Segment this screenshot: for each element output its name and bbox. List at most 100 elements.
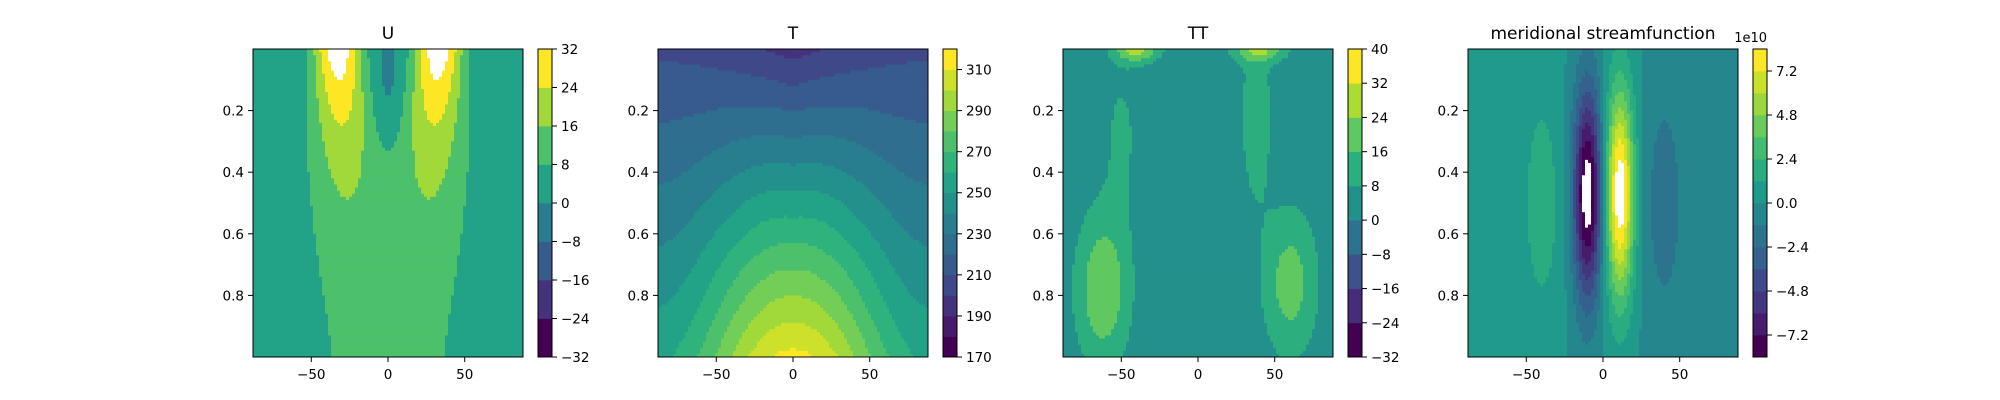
contour-cell	[265, 82, 269, 87]
contour-cell	[466, 138, 470, 142]
contour-cell	[424, 113, 428, 118]
contour-cell	[484, 190, 488, 195]
contour-cell	[505, 85, 509, 90]
contour-cell	[370, 132, 374, 136]
contour-cell	[379, 49, 383, 53]
contour-cell	[409, 159, 413, 164]
contour-cell	[289, 147, 293, 152]
contour-cell	[454, 79, 458, 84]
contour-cell	[325, 52, 329, 56]
contour-cell	[259, 166, 263, 170]
contour-cell	[319, 61, 323, 65]
contour-cell	[394, 215, 398, 219]
contour-cell	[478, 187, 482, 192]
contour-cell	[475, 212, 479, 216]
contour-cell	[298, 181, 302, 186]
contour-cell	[289, 159, 293, 164]
contour-cell	[454, 175, 458, 179]
contour-cell	[394, 107, 398, 112]
contour-cell	[292, 199, 296, 204]
contour-cell	[292, 104, 296, 109]
contour-cell	[475, 187, 479, 192]
contour-cell	[331, 132, 335, 136]
contour-cell	[466, 169, 470, 173]
contour-cell	[373, 113, 377, 118]
contour-cell	[265, 156, 269, 161]
contour-cell	[307, 95, 311, 99]
contour-cell	[301, 166, 305, 170]
contour-cell	[307, 178, 311, 183]
contour-cell	[283, 193, 287, 198]
contour-cell	[448, 58, 452, 62]
contour-cell	[457, 85, 461, 90]
contour-cell	[289, 79, 293, 84]
contour-cell	[430, 138, 434, 142]
contour-cell	[442, 196, 446, 201]
contour-cell	[430, 156, 434, 161]
contour-cell	[349, 175, 353, 179]
contour-cell	[397, 101, 401, 106]
contour-cell	[385, 144, 389, 149]
contour-cell	[358, 147, 362, 152]
contour-cell	[268, 89, 272, 93]
contour-cell	[517, 129, 521, 133]
contour-cell	[463, 98, 467, 102]
contour-cell	[298, 193, 302, 198]
contour-cell	[268, 184, 272, 189]
contour-cell	[334, 79, 338, 84]
contour-cell	[301, 169, 305, 173]
contour-cell	[343, 76, 347, 81]
contour-cell	[352, 193, 356, 198]
contour-cell	[418, 92, 422, 96]
contour-cell	[427, 61, 431, 65]
contour-cell	[262, 193, 266, 198]
contour-cell	[289, 215, 293, 219]
contour-cell	[301, 156, 305, 161]
contour-cell	[499, 107, 503, 112]
contour-cell	[367, 116, 371, 121]
contour-cell	[520, 209, 523, 213]
contour-cell	[436, 178, 440, 183]
contour-cell	[472, 178, 476, 183]
contour-cell	[508, 104, 512, 109]
contour-cell	[514, 212, 518, 216]
contour-cell	[301, 58, 305, 62]
contour-cell	[262, 156, 266, 161]
contour-cell	[418, 61, 422, 65]
contour-cell	[319, 187, 323, 192]
contour-cell	[286, 70, 290, 75]
contour-cell	[439, 104, 443, 109]
contour-cell	[337, 147, 341, 152]
contour-cell	[331, 95, 335, 99]
contour-cell	[373, 144, 377, 149]
contour-cell	[433, 181, 437, 186]
contour-cell	[271, 85, 275, 90]
contour-cell	[508, 49, 512, 53]
contour-cell	[376, 58, 380, 62]
contour-cell	[268, 82, 272, 87]
contour-cell	[376, 89, 380, 93]
contour-cell	[343, 159, 347, 164]
contour-cell	[496, 144, 500, 149]
contour-cell	[442, 199, 446, 204]
contour-cell	[292, 89, 296, 93]
contour-cell	[319, 85, 323, 90]
contour-cell	[403, 138, 407, 142]
contour-cell	[478, 172, 482, 176]
contour-cell	[310, 199, 314, 204]
contour-cell	[442, 64, 446, 69]
contour-cell	[391, 92, 395, 96]
contour-cell	[517, 206, 521, 210]
contour-cell	[340, 190, 344, 195]
contour-cell	[451, 199, 455, 204]
contour-cell	[397, 113, 401, 118]
contour-cell	[310, 64, 314, 69]
contour-cell	[331, 70, 335, 75]
contour-cell	[379, 76, 383, 81]
contour-cell	[280, 52, 284, 56]
contour-cell	[436, 147, 440, 152]
contour-cell	[421, 150, 425, 155]
contour-cell	[337, 190, 341, 195]
contour-cell	[514, 73, 518, 78]
contour-cell	[328, 206, 332, 210]
